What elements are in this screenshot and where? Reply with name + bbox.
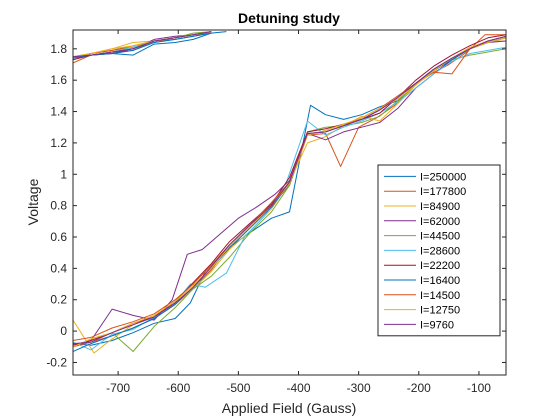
legend: I=250000 I=177800 I=84900 I=62000 I=44500 I=2…	[377, 164, 501, 337]
x-tick-label: -300	[347, 381, 371, 395]
y-tick-label: 0.2	[50, 293, 67, 307]
x-tick-label: -700	[106, 381, 130, 395]
y-tick-label: 0.6	[50, 230, 67, 244]
x-tick-label: -200	[407, 381, 431, 395]
y-tick-label: -0.2	[46, 355, 67, 369]
y-axis-title: Voltage	[25, 178, 41, 225]
x-tick-label: -400	[287, 381, 311, 395]
legend-label-6: I=28600	[420, 245, 460, 257]
legend-label-9: I=14500	[420, 290, 460, 302]
axes	[72, 29, 507, 376]
legend-label-1: I=250000	[420, 171, 466, 183]
series-line-11-segment-1	[73, 31, 212, 58]
legend-label-10: I=12750	[420, 305, 460, 317]
y-tick-label: 0.4	[50, 261, 67, 275]
y-tick-label: 1	[60, 167, 67, 181]
y-tick-label: 1.6	[50, 73, 67, 87]
legend-label-5: I=44500	[420, 231, 460, 243]
y-tick-label: 0	[60, 324, 67, 338]
y-tick-label: 1.4	[50, 105, 67, 119]
series-lines	[73, 31, 506, 354]
x-tick-label: -500	[226, 381, 250, 395]
y-tick-label: 0.8	[50, 199, 67, 213]
x-axis-title: Applied Field (Gauss)	[222, 400, 357, 416]
axes-box	[72, 29, 507, 376]
legend-label-7: I=22200	[420, 260, 460, 272]
tick-labels: -700 -600 -500 -400 -300 -200 -100 -0.2 0 0.2 0.4 0…	[46, 42, 491, 395]
legend-label-11: I=9760	[420, 319, 454, 331]
legend-label-3: I=84900	[420, 201, 460, 213]
series-line-6-segment-2	[73, 46, 506, 351]
x-tick-label: -600	[166, 381, 190, 395]
legend-label-4: I=62000	[420, 216, 460, 228]
chart-title: Detuning study	[238, 10, 340, 26]
x-tick-label: -100	[467, 381, 491, 395]
y-tick-label: 1.2	[50, 136, 67, 150]
y-tick-label: 1.8	[50, 42, 67, 56]
legend-label-8: I=16400	[420, 275, 460, 287]
legend-label-2: I=177800	[420, 186, 466, 198]
series-line-11-segment-2	[73, 35, 506, 345]
series-line-10-segment-2	[73, 37, 506, 348]
